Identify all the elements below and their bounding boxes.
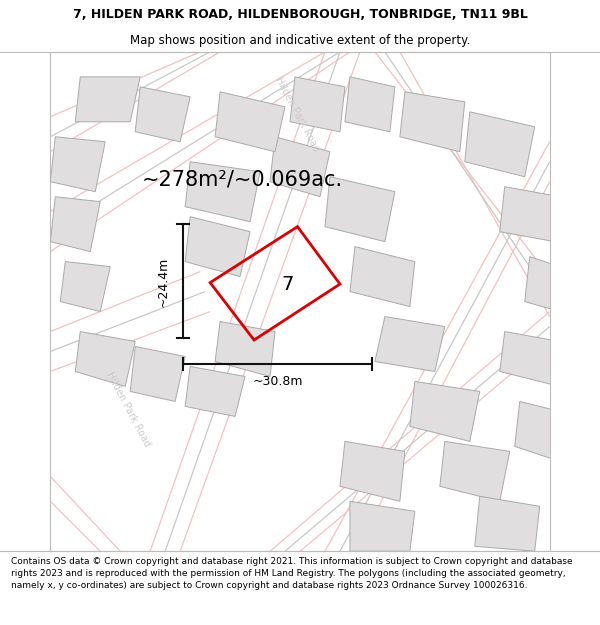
Polygon shape	[215, 321, 275, 376]
Text: Map shows position and indicative extent of the property.: Map shows position and indicative extent…	[130, 34, 470, 47]
Polygon shape	[475, 496, 540, 551]
Polygon shape	[345, 77, 395, 132]
Polygon shape	[465, 112, 535, 177]
Polygon shape	[400, 92, 465, 152]
Polygon shape	[50, 197, 100, 252]
Text: Contains OS data © Crown copyright and database right 2021. This information is : Contains OS data © Crown copyright and d…	[11, 557, 572, 590]
Polygon shape	[75, 331, 135, 386]
Polygon shape	[185, 366, 245, 416]
Polygon shape	[215, 92, 285, 152]
Text: ~278m²/~0.069ac.: ~278m²/~0.069ac.	[142, 169, 343, 189]
Polygon shape	[410, 381, 480, 441]
Polygon shape	[340, 441, 405, 501]
Polygon shape	[185, 217, 250, 277]
Polygon shape	[50, 137, 105, 192]
Polygon shape	[350, 247, 415, 306]
Polygon shape	[290, 77, 345, 132]
Polygon shape	[185, 162, 260, 222]
Polygon shape	[60, 262, 110, 311]
Polygon shape	[440, 441, 510, 501]
Text: 7, HILDEN PARK ROAD, HILDENBOROUGH, TONBRIDGE, TN11 9BL: 7, HILDEN PARK ROAD, HILDENBOROUGH, TONB…	[73, 8, 527, 21]
Text: ~24.4m: ~24.4m	[156, 256, 169, 307]
Polygon shape	[500, 187, 560, 242]
Polygon shape	[270, 137, 330, 197]
Polygon shape	[515, 401, 560, 461]
Polygon shape	[350, 501, 415, 551]
Polygon shape	[500, 331, 560, 386]
Text: 7: 7	[281, 274, 294, 294]
Text: ~30.8m: ~30.8m	[252, 375, 303, 388]
Polygon shape	[130, 346, 185, 401]
Polygon shape	[135, 87, 190, 142]
Polygon shape	[325, 177, 395, 242]
Polygon shape	[75, 77, 140, 122]
Polygon shape	[525, 257, 560, 311]
Text: Hilden Park Road: Hilden Park Road	[274, 75, 322, 153]
Polygon shape	[375, 316, 445, 371]
Text: Hilden Park Road: Hilden Park Road	[104, 370, 152, 448]
